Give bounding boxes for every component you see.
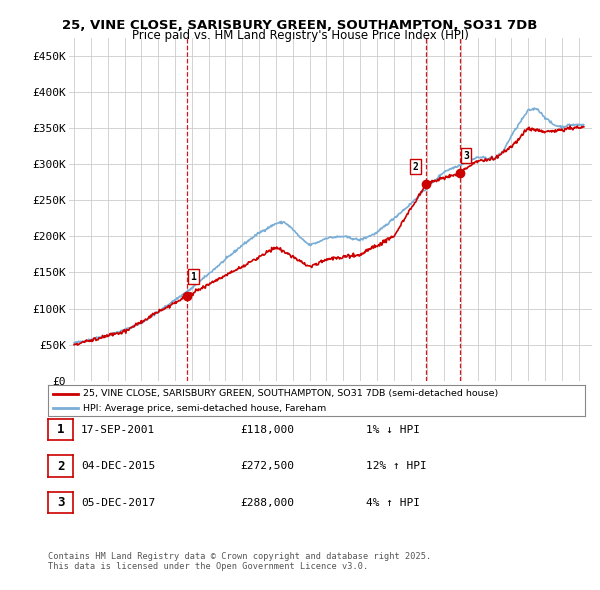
Text: 1: 1	[57, 423, 64, 436]
Text: 4% ↑ HPI: 4% ↑ HPI	[366, 498, 420, 507]
Text: 05-DEC-2017: 05-DEC-2017	[81, 498, 155, 507]
Text: 2: 2	[413, 162, 418, 172]
Text: 12% ↑ HPI: 12% ↑ HPI	[366, 461, 427, 471]
Text: 25, VINE CLOSE, SARISBURY GREEN, SOUTHAMPTON, SO31 7DB (semi-detached house): 25, VINE CLOSE, SARISBURY GREEN, SOUTHAM…	[83, 389, 498, 398]
Text: 1% ↓ HPI: 1% ↓ HPI	[366, 425, 420, 434]
Text: 3: 3	[57, 496, 64, 509]
Text: £288,000: £288,000	[240, 498, 294, 507]
Text: 2: 2	[57, 460, 64, 473]
Text: 25, VINE CLOSE, SARISBURY GREEN, SOUTHAMPTON, SO31 7DB: 25, VINE CLOSE, SARISBURY GREEN, SOUTHAM…	[62, 19, 538, 32]
Text: 17-SEP-2001: 17-SEP-2001	[81, 425, 155, 434]
Text: HPI: Average price, semi-detached house, Fareham: HPI: Average price, semi-detached house,…	[83, 404, 326, 413]
Text: £118,000: £118,000	[240, 425, 294, 434]
Text: Price paid vs. HM Land Registry's House Price Index (HPI): Price paid vs. HM Land Registry's House …	[131, 30, 469, 42]
Text: 3: 3	[463, 150, 469, 160]
Text: 1: 1	[190, 271, 196, 281]
Text: £272,500: £272,500	[240, 461, 294, 471]
Text: 04-DEC-2015: 04-DEC-2015	[81, 461, 155, 471]
Text: Contains HM Land Registry data © Crown copyright and database right 2025.
This d: Contains HM Land Registry data © Crown c…	[48, 552, 431, 571]
